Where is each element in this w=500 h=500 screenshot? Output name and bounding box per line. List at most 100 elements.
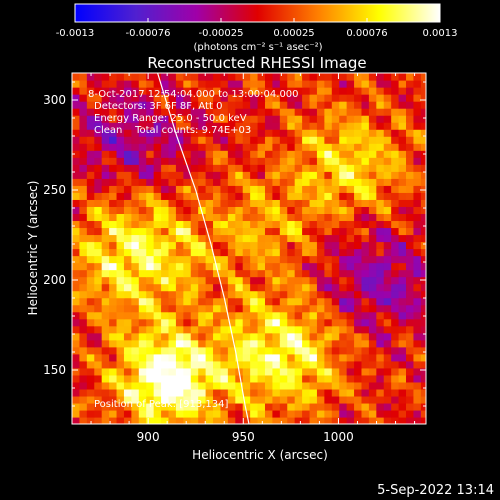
heatmap-cell: [183, 262, 192, 271]
heatmap-cell: [101, 129, 110, 137]
heatmap-cell: [242, 262, 251, 271]
heatmap-cell: [376, 171, 385, 179]
heatmap-cell: [316, 108, 325, 116]
heatmap-cell: [272, 318, 281, 327]
heatmap-cell: [146, 290, 155, 299]
heatmap-cell: [161, 234, 170, 243]
heatmap-cell: [346, 164, 355, 172]
heatmap-cell: [272, 395, 281, 404]
heatmap-cell: [257, 241, 266, 250]
heatmap-cell: [368, 311, 377, 320]
heatmap-cell: [316, 136, 325, 144]
heatmap-cell: [198, 374, 207, 383]
heatmap-cell: [198, 150, 207, 158]
heatmap-cell: [376, 409, 385, 418]
heatmap-cell: [213, 213, 222, 222]
heatmap-cell: [220, 157, 229, 165]
heatmap-cell: [406, 374, 415, 383]
heatmap-cell: [138, 192, 147, 200]
heatmap-cell: [227, 346, 236, 355]
heatmap-cell: [138, 325, 147, 334]
heatmap-cell: [354, 318, 363, 327]
heatmap-cell: [420, 304, 426, 313]
heatmap-cell: [391, 213, 400, 222]
heatmap-cell: [287, 367, 296, 376]
heatmap-cell: [406, 276, 415, 285]
heatmap-cell: [257, 395, 266, 404]
heatmap-cell: [220, 402, 229, 411]
heatmap-cell: [153, 185, 162, 193]
heatmap-cell: [198, 346, 207, 355]
heatmap-cell: [398, 171, 407, 179]
heatmap-cell: [190, 115, 199, 123]
heatmap-cell: [339, 80, 348, 88]
heatmap-cell: [242, 206, 251, 214]
heatmap-cell: [235, 304, 244, 313]
heatmap-cell: [101, 311, 110, 320]
heatmap-cell: [183, 304, 192, 313]
heatmap-cell: [235, 87, 244, 95]
heatmap-cell: [198, 304, 207, 313]
heatmap-cell: [383, 381, 392, 390]
heatmap-cell: [331, 115, 340, 123]
heatmap-cell: [398, 360, 407, 369]
heatmap-cell: [376, 325, 385, 334]
heatmap-cell: [146, 297, 155, 306]
heatmap-cell: [368, 213, 377, 222]
heatmap-cell: [250, 73, 259, 81]
heatmap-cell: [198, 73, 207, 81]
heatmap-cell: [168, 185, 177, 193]
heatmap-cell: [153, 143, 162, 151]
heatmap-cell: [79, 192, 88, 200]
heatmap-cell: [316, 157, 325, 165]
heatmap-cell: [287, 178, 296, 186]
heatmap-cell: [294, 101, 303, 109]
heatmap-cell: [309, 262, 318, 271]
heatmap-cell: [242, 276, 251, 285]
heatmap-cell: [354, 311, 363, 320]
heatmap-cell: [250, 304, 259, 313]
heatmap-cell: [109, 101, 118, 109]
heatmap-cell: [190, 80, 199, 88]
heatmap-cell: [153, 346, 162, 355]
heatmap-cell: [79, 73, 88, 74]
heatmap-cell: [213, 332, 222, 341]
heatmap-cell: [309, 381, 318, 390]
heatmap-cell: [213, 367, 222, 376]
heatmap-cell: [361, 80, 370, 88]
heatmap-cell: [279, 346, 288, 355]
heatmap-cell: [287, 220, 296, 229]
heatmap-cell: [86, 199, 95, 207]
heatmap-cell: [153, 269, 162, 278]
heatmap-cell: [94, 276, 103, 285]
heatmap-cell: [116, 262, 125, 271]
heatmap-cell: [339, 346, 348, 355]
heatmap-cell: [161, 360, 170, 369]
heatmap-cell: [131, 178, 140, 186]
heatmap-cell: [242, 255, 251, 264]
heatmap-cell: [72, 115, 81, 123]
heatmap-cell: [413, 374, 422, 383]
heatmap-cell: [376, 185, 385, 193]
heatmap-cell: [227, 143, 236, 151]
heatmap-cell: [339, 206, 348, 214]
heatmap-cell: [175, 353, 184, 362]
heatmap-cell: [123, 213, 132, 222]
heatmap-cell: [316, 416, 325, 424]
heatmap-cell: [279, 164, 288, 172]
heatmap-cell: [413, 143, 422, 151]
heatmap-cell: [190, 346, 199, 355]
heatmap-cell: [220, 395, 229, 404]
heatmap-cell: [116, 346, 125, 355]
heatmap-cell: [109, 318, 118, 327]
heatmap-cell: [153, 367, 162, 376]
heatmap-cell: [242, 171, 251, 179]
heatmap-cell: [250, 262, 259, 271]
heatmap-cell: [79, 269, 88, 278]
heatmap-cell: [168, 122, 177, 130]
heatmap-cell: [138, 108, 147, 116]
heatmap-cell: [406, 311, 415, 320]
heatmap-cell: [272, 87, 281, 95]
heatmap-cell: [257, 220, 266, 229]
heatmap-cell: [368, 206, 377, 214]
